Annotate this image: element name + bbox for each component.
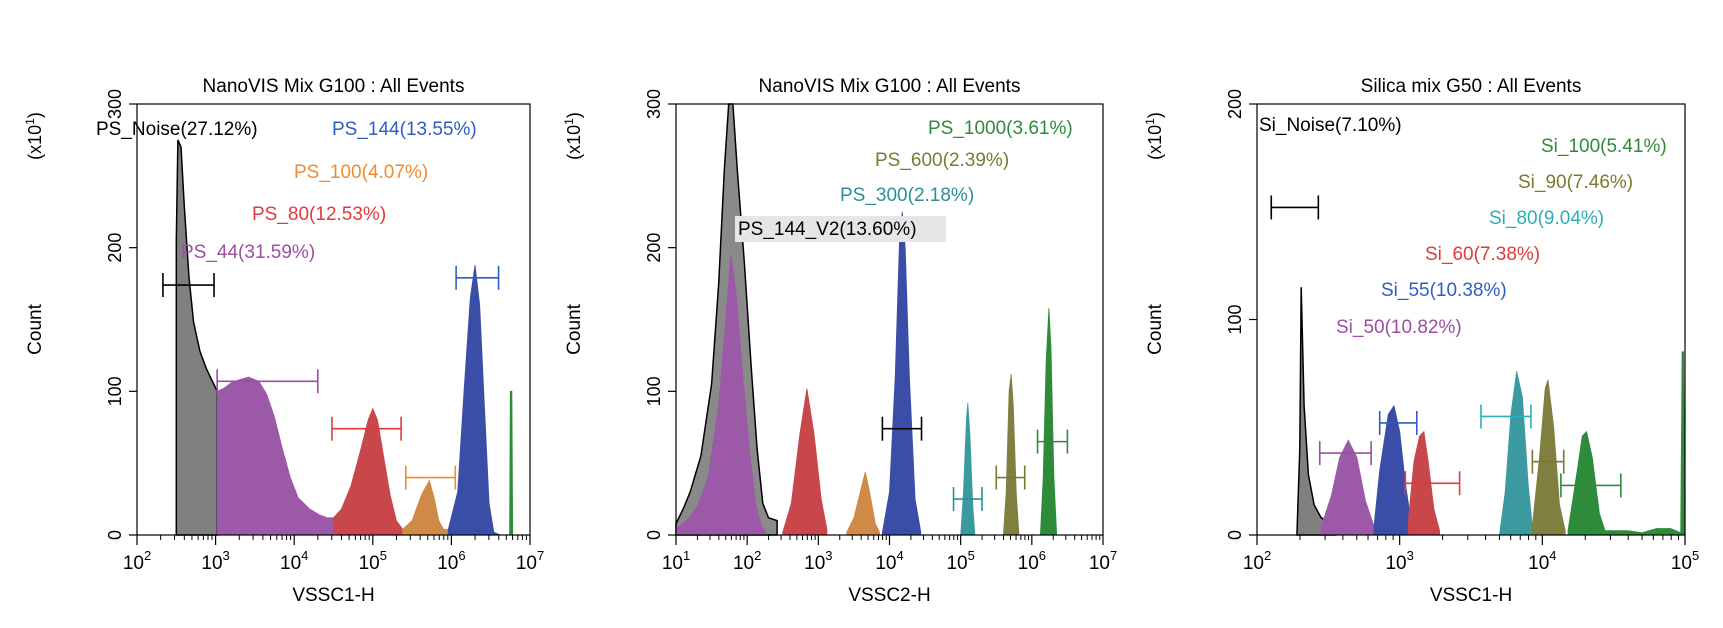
y-tick-label: 200 (105, 233, 125, 263)
y-axis-label: Count (1145, 303, 1166, 354)
histogram-ps-44 (216, 376, 334, 536)
y-tick-label: 0 (105, 530, 125, 540)
x-tick-label: 104 (1528, 548, 1556, 574)
y-tick-label: 0 (1225, 530, 1245, 540)
y-multiplier-label: (x101) (23, 112, 45, 160)
histogram-ps-1000 (1039, 307, 1058, 536)
x-tick-label: 103 (1385, 548, 1413, 574)
gate-label-ps-144-v2: PS_144_V2(13.60%) (738, 219, 917, 240)
histogram-ps-600 (1002, 374, 1020, 536)
histogram-ps-red (782, 388, 828, 536)
chart-title: Silica mix G50 : All Events (1361, 76, 1582, 97)
y-tick-label: 100 (644, 376, 664, 406)
gate-label-ps-144: PS_144(13.55%) (332, 119, 477, 140)
gate-si-50 (1318, 441, 1372, 466)
x-tick-label: 103 (804, 548, 832, 574)
y-multiplier-label: (x101) (1143, 112, 1165, 160)
gate-si-80 (1480, 404, 1532, 429)
gate-label-si-80: Si_80(9.04%) (1489, 208, 1604, 229)
x-tick-label: 107 (516, 548, 544, 574)
gate-ps-44 (216, 369, 319, 394)
gate-label-ps-44: PS_44(31.59%) (181, 242, 315, 263)
histogram-si-50 (1320, 439, 1375, 536)
gate-label-ps-80: PS_80(12.53%) (252, 204, 386, 225)
gate-si-100 (1560, 473, 1622, 498)
gate-label-si-90: Si_90(7.46%) (1518, 172, 1633, 193)
plot-frame (136, 103, 531, 536)
y-axis-label: Count (25, 303, 46, 354)
histogram-ps-blue (882, 211, 922, 536)
x-tick-label: 102 (733, 548, 761, 574)
gate-ps-600 (995, 465, 1026, 490)
plot-frame (1256, 103, 1686, 536)
histogram-si-80 (1499, 371, 1533, 536)
gate-si-55 (1378, 410, 1418, 435)
y-tick-label: 200 (1225, 89, 1245, 119)
x-tick-label: 101 (662, 548, 690, 574)
gate-si-noise (1270, 195, 1320, 220)
histogram-ps-100 (402, 479, 449, 536)
histogram-ps-144-magenta (675, 254, 767, 536)
x-tick-label: 103 (201, 548, 229, 574)
y-tick-label: 300 (644, 89, 664, 119)
gate-ps-300 (952, 487, 983, 512)
gate-ps-noise (162, 273, 215, 298)
gate-label-ps-300: PS_300(2.18%) (840, 185, 974, 206)
x-tick-label: 104 (280, 548, 308, 574)
histogram-ps-edge (509, 390, 514, 536)
gate-label-si-55: Si_55(10.38%) (1381, 280, 1507, 301)
x-axis-label: VSSC1-H (1430, 585, 1512, 606)
x-tick-label: 105 (359, 548, 387, 574)
gate-label-ps-600: PS_600(2.39%) (875, 150, 1009, 171)
chart-title: NanoVIS Mix G100 : All Events (203, 76, 465, 97)
y-tick-label: 0 (644, 530, 664, 540)
y-tick-label: 300 (105, 89, 125, 119)
gate-label-ps-noise: PS_Noise(27.12%) (96, 119, 258, 140)
chart-title: NanoVIS Mix G100 : All Events (759, 76, 1021, 97)
histogram-si-100 (1567, 351, 1686, 536)
x-tick-label: 105 (1671, 548, 1699, 574)
chart-panel-2: NanoVIS Mix G100 : All Events 0 100 200 300 C… (562, 76, 1117, 606)
histogram-si-noise (1296, 287, 1337, 536)
histogram-ps-noise (175, 139, 218, 536)
gate-ps-144-v2 (881, 416, 923, 441)
x-tick-label: 105 (946, 548, 974, 574)
x-tick-label: 102 (1243, 548, 1271, 574)
histogram-ps-orange (846, 471, 880, 536)
gate-label-si-60: Si_60(7.38%) (1425, 244, 1540, 265)
gate-label-ps-100: PS_100(4.07%) (294, 162, 428, 183)
gate-label-si-100: Si_100(5.41%) (1541, 136, 1667, 157)
gate-label-si-noise: Si_Noise(7.10%) (1259, 115, 1402, 136)
y-axis-label: Count (564, 303, 585, 354)
gate-label-box (735, 216, 946, 242)
gate-ps-80 (331, 416, 402, 441)
x-tick-label: 107 (1089, 548, 1117, 574)
gate-ps-1000 (1036, 429, 1069, 454)
x-tick-label: 104 (875, 548, 903, 574)
gate-ps-100 (405, 465, 457, 490)
gate-ps-144 (455, 265, 500, 290)
x-tick-label: 106 (437, 548, 465, 574)
gate-label-ps-1000: PS_1000(3.61%) (928, 118, 1073, 139)
histogram-ps-300 (960, 402, 976, 536)
y-tick-label: 100 (105, 376, 125, 406)
chart-panel-1: NanoVIS Mix G100 : All Events 0 100 200 300 C… (23, 76, 544, 606)
x-tick-label: 102 (123, 548, 151, 574)
gate-si-90 (1531, 449, 1565, 474)
chart-panel-3: Silica mix G50 : All Events 0 100 200 Count (… (1143, 76, 1699, 606)
y-tick-label: 100 (1225, 304, 1245, 334)
x-axis-label: VSSC1-H (292, 585, 374, 606)
y-tick-label: 200 (644, 233, 664, 263)
histogram-si-90 (1531, 379, 1566, 536)
y-multiplier-label: (x101) (562, 112, 584, 160)
x-tick-label: 106 (1018, 548, 1046, 574)
histogram-ps-144 (447, 264, 501, 536)
x-axis-label: VSSC2-H (848, 585, 930, 606)
gate-si-60 (1404, 471, 1461, 496)
histogram-ps-80 (333, 407, 404, 536)
gate-label-si-50: Si_50(10.82%) (1336, 317, 1462, 338)
